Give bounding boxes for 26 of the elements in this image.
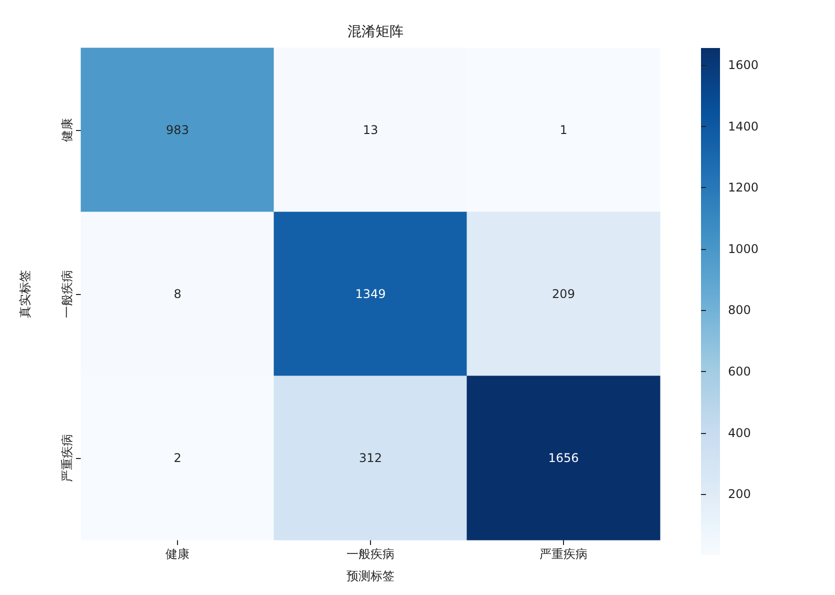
data-label: 209 xyxy=(552,287,575,301)
color-bar-label: 1200 xyxy=(728,180,759,195)
x-tick-label: 一般疾病 xyxy=(346,547,394,561)
color-bar-label: 800 xyxy=(728,303,751,318)
color-bar-label: 1600 xyxy=(728,58,759,72)
y-tick-label: 健康 xyxy=(60,118,74,142)
x-axis-title: 预测标签 xyxy=(346,569,394,583)
data-label: 1349 xyxy=(355,287,386,301)
color-bar-label: 1000 xyxy=(728,242,759,256)
data-label: 1656 xyxy=(548,451,579,465)
color-bar-label: 1400 xyxy=(728,119,759,134)
data-label: 13 xyxy=(362,123,378,137)
data-label: 1 xyxy=(560,123,568,137)
chart-title: 混淆矩阵 xyxy=(348,24,404,40)
color-bar-label: 400 xyxy=(728,426,751,440)
y-axis-title: 真实标签 xyxy=(18,270,32,318)
y-tick-label: 一般疾病 xyxy=(60,270,74,318)
color-bar-label: 600 xyxy=(728,364,751,378)
data-label: 983 xyxy=(166,123,189,137)
x-tick-label: 健康 xyxy=(166,547,190,561)
data-label: 2 xyxy=(174,451,182,465)
y-tick-label: 严重疾病 xyxy=(60,434,74,482)
color-bar-label: 200 xyxy=(728,487,751,502)
data-label: 312 xyxy=(359,451,382,465)
x-tick-label: 严重疾病 xyxy=(540,547,588,561)
data-label: 8 xyxy=(174,287,182,301)
